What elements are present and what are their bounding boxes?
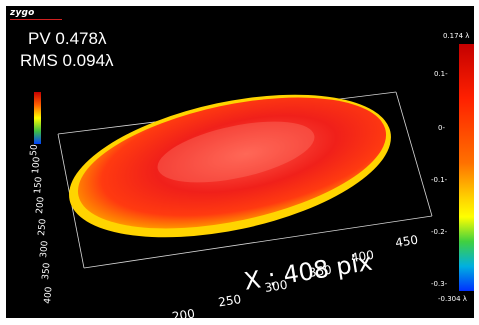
y-tick: 400	[43, 286, 54, 304]
scale-tick-label: -0.3-	[431, 280, 448, 288]
scale-tick-label: -0.1-	[431, 176, 448, 184]
scale-min-label: -0.304 λ	[438, 295, 467, 303]
y-tick: 200	[35, 196, 46, 214]
scale-tick-label: 0.1-	[434, 70, 448, 78]
x-tick: 350	[308, 263, 333, 280]
zygo-logo: zygo	[10, 8, 35, 18]
x-axis-ticks: 150 200 250 300 350 400 450	[171, 233, 419, 318]
y-tick: 50	[29, 144, 40, 157]
surface-3d-plot: 150 200 250 300 350 400 450 400 350 300 …	[29, 91, 433, 318]
orientation-color-bar	[34, 92, 41, 144]
pv-value: PV 0.478λ	[28, 29, 107, 48]
rms-value: RMS 0.094λ	[20, 51, 114, 70]
y-tick: 250	[37, 218, 48, 236]
x-tick: 450	[394, 233, 419, 250]
y-tick: 100	[31, 156, 42, 174]
y-tick: 300	[39, 240, 50, 258]
x-tick: 300	[264, 278, 289, 295]
x-tick: 400	[350, 248, 375, 265]
color-scale-bar	[459, 44, 474, 291]
x-tick: 200	[171, 306, 196, 318]
scale-tick-label: 0-	[438, 124, 445, 132]
x-tick: 250	[217, 292, 242, 309]
y-tick: 150	[33, 176, 44, 194]
y-tick: 350	[41, 262, 52, 280]
surface-plot-viewport: zygo PV 0.478λ RMS 0.094λ	[6, 6, 474, 318]
logo-underline	[10, 19, 62, 20]
scale-max-label: 0.174 λ	[443, 32, 470, 40]
scale-tick-label: -0.2-	[431, 228, 448, 236]
surface-highlight	[157, 121, 315, 183]
surface-body	[77, 97, 387, 229]
y-axis-ticks: 400 350 300 250 200 150 100 50	[29, 144, 54, 305]
